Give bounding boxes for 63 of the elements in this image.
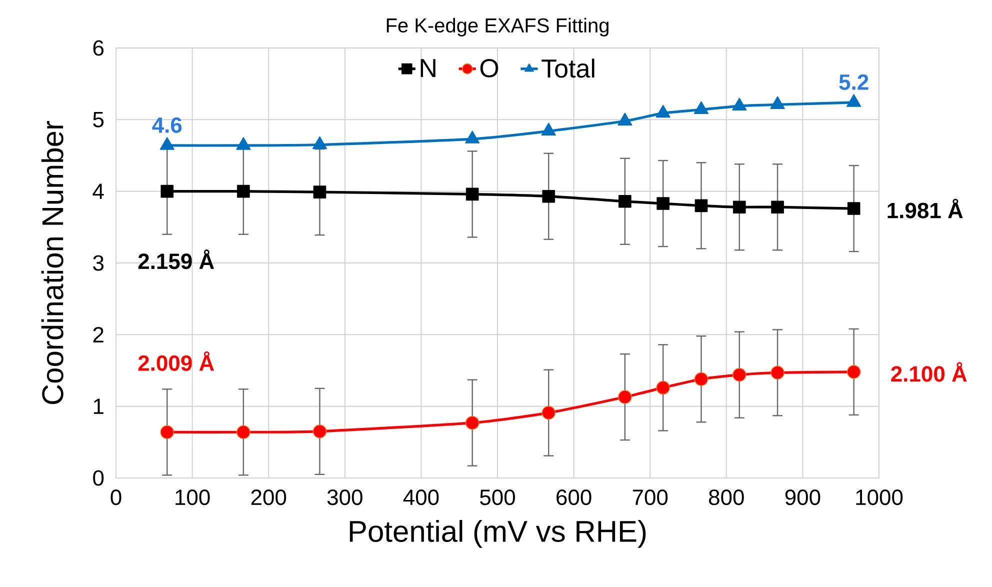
- point: [618, 112, 632, 126]
- x-tick-label: 300: [327, 490, 362, 506]
- point: [846, 365, 861, 379]
- point: [618, 194, 632, 208]
- text: 2.100 Å: [891, 362, 967, 382]
- point: [313, 186, 326, 198]
- y-tick-label: 4: [92, 184, 104, 199]
- x-axis-title: Potential (mV vs RHE): [350, 520, 646, 548]
- point: [732, 200, 746, 214]
- y-tick-label: 6: [93, 40, 104, 56]
- y-tick-label: 0: [93, 470, 104, 486]
- x-tick-label: 400: [403, 490, 439, 506]
- legend-label: O: [480, 58, 498, 78]
- point: [770, 96, 785, 110]
- annotation: 2.159 Å: [138, 250, 214, 270]
- point: [618, 390, 632, 404]
- chart-title: Fe K-edge EXAFS Fitting: [386, 18, 608, 36]
- point: [542, 190, 556, 203]
- point: [160, 184, 174, 198]
- x-tick-label: 700: [632, 490, 668, 506]
- point: [236, 425, 250, 440]
- legend-label: Total: [542, 58, 594, 78]
- y-tick-label: 5: [93, 112, 104, 128]
- point: [466, 188, 479, 201]
- annotation: 2.009 Å: [138, 351, 214, 371]
- y-tick-label: 1: [94, 398, 104, 414]
- x-tick-label: 200: [251, 490, 286, 506]
- data-label: 4.6: [152, 117, 182, 133]
- point: [732, 368, 746, 382]
- text: 1.981 Å: [888, 198, 963, 218]
- point: [847, 202, 860, 215]
- x-tick-label: 600: [556, 490, 592, 506]
- x-tick-label: 900: [785, 490, 820, 506]
- x-tick-label: 100: [176, 490, 210, 506]
- point: [312, 136, 328, 150]
- x-tick-label: 0: [110, 490, 122, 506]
- point: [312, 424, 327, 438]
- point: [694, 372, 708, 386]
- point: [656, 380, 670, 395]
- x-tick-label: 500: [480, 490, 515, 506]
- y-tick-label: 2: [93, 326, 104, 342]
- point: [846, 94, 862, 107]
- point: [694, 199, 708, 212]
- x-tick-label: 1000: [856, 490, 903, 506]
- point: [771, 200, 784, 214]
- point: [656, 104, 670, 118]
- point: [542, 406, 556, 420]
- y-tick-label: 3: [93, 255, 104, 271]
- y-axis-title: Coordination Number: [41, 121, 64, 404]
- point: [236, 137, 251, 150]
- data-label: 5.2: [839, 74, 868, 90]
- point: [465, 416, 480, 430]
- point: [160, 425, 174, 440]
- point: [465, 130, 480, 144]
- point: [656, 197, 670, 210]
- point: [732, 98, 747, 110]
- legend-label: N: [420, 59, 436, 78]
- point: [694, 101, 709, 114]
- point: [770, 366, 784, 380]
- point: [541, 122, 556, 136]
- x-tick-label: 800: [709, 490, 744, 506]
- point: [160, 137, 174, 150]
- point: [237, 184, 250, 198]
